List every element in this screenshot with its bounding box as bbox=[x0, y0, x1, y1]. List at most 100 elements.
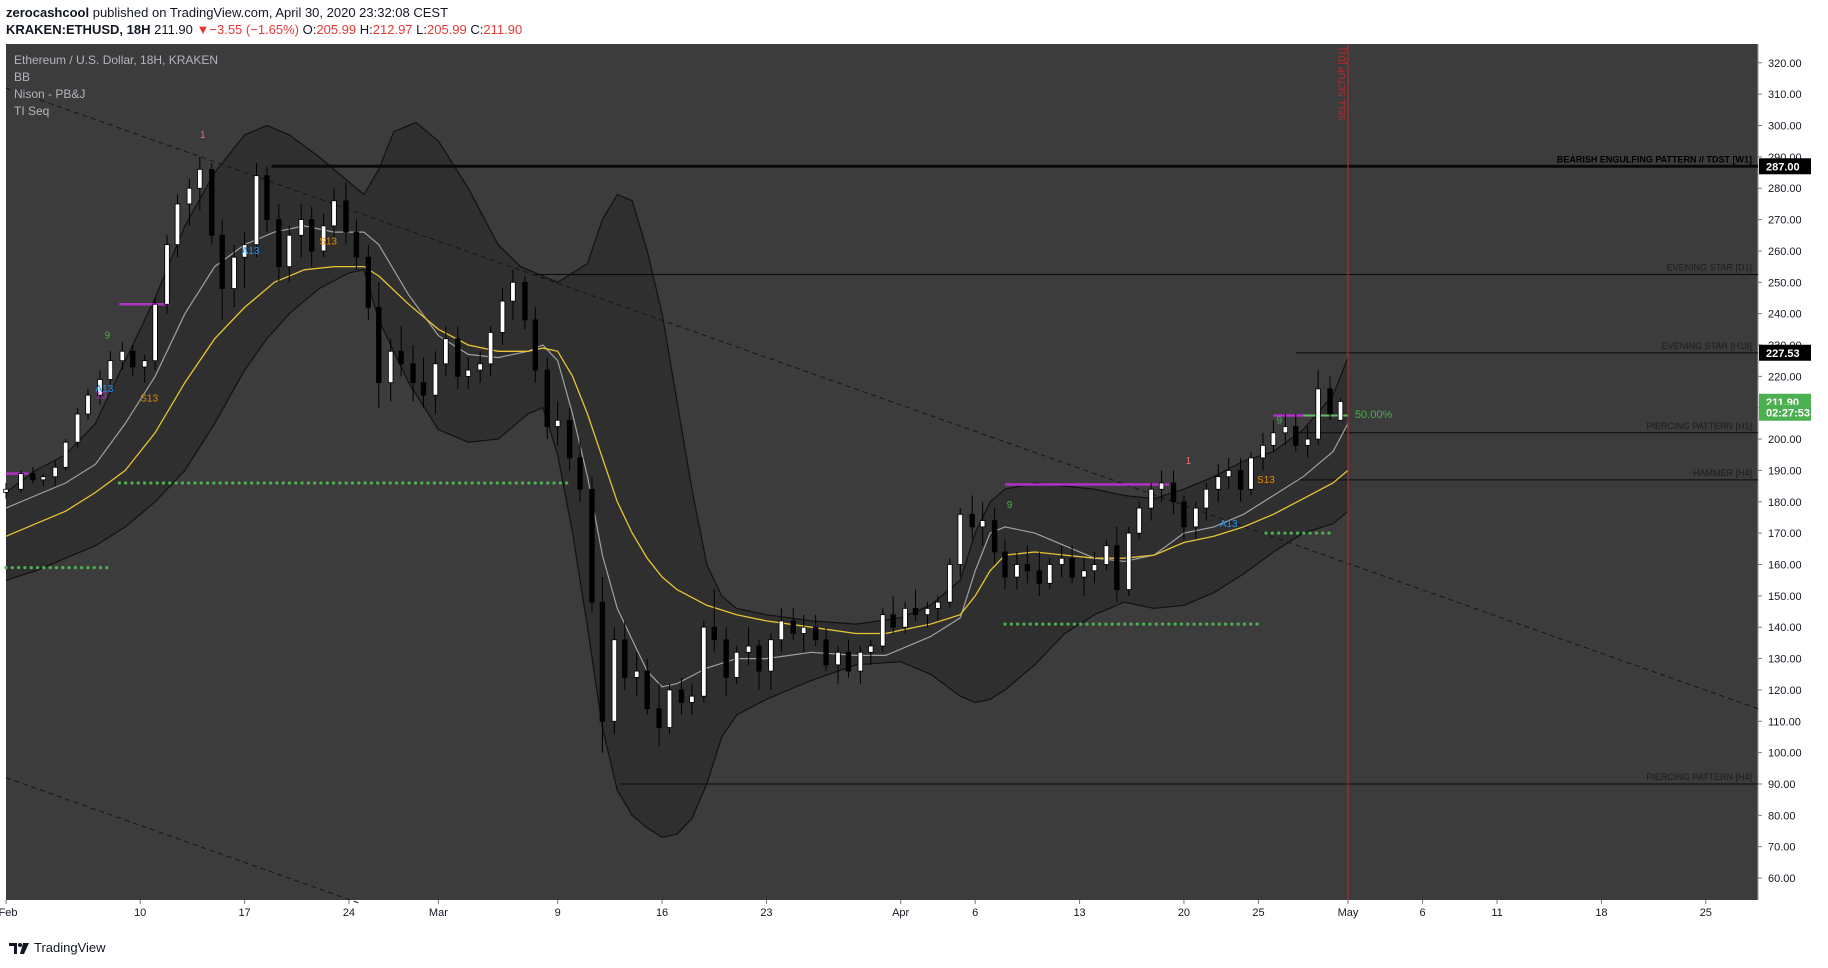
candle-body-91[interactable] bbox=[1024, 564, 1031, 572]
candle-body-8[interactable] bbox=[97, 379, 103, 396]
candle-body-37[interactable] bbox=[420, 382, 427, 396]
candle-body-119[interactable] bbox=[1337, 401, 1344, 421]
candle-body-71[interactable] bbox=[801, 626, 807, 634]
candle-body-39[interactable] bbox=[443, 338, 449, 365]
candle-body-66[interactable] bbox=[745, 645, 752, 653]
candle-body-105[interactable] bbox=[1181, 501, 1187, 528]
candle-body-59[interactable] bbox=[666, 689, 673, 728]
candle-body-4[interactable] bbox=[52, 466, 58, 478]
legend-tiseq[interactable]: TI Seq bbox=[14, 104, 49, 118]
legend-nison[interactable]: Nison - PB&J bbox=[14, 87, 85, 101]
candle-body-87[interactable] bbox=[979, 520, 986, 528]
candle-body-95[interactable] bbox=[1069, 557, 1075, 578]
candle-body-34[interactable] bbox=[387, 350, 394, 384]
candle-body-3[interactable] bbox=[40, 476, 46, 481]
candle-body-78[interactable] bbox=[880, 614, 886, 647]
candle-body-52[interactable] bbox=[589, 488, 595, 603]
candle-body-77[interactable] bbox=[868, 645, 874, 653]
candle-body-27[interactable] bbox=[308, 219, 315, 252]
candle-body-46[interactable] bbox=[522, 281, 528, 321]
candle-body-79[interactable] bbox=[890, 614, 896, 628]
candle-body-32[interactable] bbox=[365, 256, 372, 308]
candle-body-64[interactable] bbox=[723, 639, 729, 678]
candle-body-49[interactable] bbox=[554, 419, 561, 427]
candle-body-103[interactable] bbox=[1158, 482, 1165, 490]
candle-body-16[interactable] bbox=[186, 187, 193, 205]
candle-body-106[interactable] bbox=[1193, 507, 1199, 528]
candle-body-69[interactable] bbox=[778, 620, 785, 641]
candle-body-67[interactable] bbox=[756, 645, 762, 672]
candle-body-100[interactable] bbox=[1126, 532, 1132, 590]
candle-body-17[interactable] bbox=[197, 169, 203, 189]
candle-body-96[interactable] bbox=[1081, 570, 1087, 578]
candle-body-43[interactable] bbox=[487, 332, 494, 365]
candle-body-115[interactable] bbox=[1293, 426, 1299, 446]
candle-body-107[interactable] bbox=[1203, 488, 1210, 509]
candle-body-116[interactable] bbox=[1304, 438, 1311, 446]
candles[interactable] bbox=[3, 156, 1344, 753]
candle-body-54[interactable] bbox=[611, 639, 618, 722]
candle-body-35[interactable] bbox=[398, 350, 404, 365]
candle-body-82[interactable] bbox=[924, 607, 931, 616]
candle-body-97[interactable] bbox=[1091, 564, 1098, 572]
time-axis[interactable] bbox=[0, 900, 1828, 920]
candle-body-60[interactable] bbox=[678, 689, 685, 703]
candle-body-50[interactable] bbox=[566, 419, 573, 459]
candle-body-94[interactable] bbox=[1058, 557, 1065, 565]
candle-body-61[interactable] bbox=[689, 695, 695, 703]
candle-body-112[interactable] bbox=[1260, 444, 1266, 459]
candle-body-21[interactable] bbox=[241, 244, 248, 258]
candle-body-102[interactable] bbox=[1148, 488, 1154, 509]
candle-body-110[interactable] bbox=[1237, 470, 1244, 490]
candle-body-89[interactable] bbox=[1002, 551, 1008, 578]
candle-body-83[interactable] bbox=[935, 601, 941, 609]
candle-body-114[interactable] bbox=[1282, 426, 1289, 434]
candle-body-45[interactable] bbox=[510, 281, 516, 302]
candle-body-20[interactable] bbox=[231, 256, 237, 289]
candle-body-62[interactable] bbox=[701, 626, 707, 697]
candle-body-26[interactable] bbox=[298, 219, 304, 236]
candle-body-51[interactable] bbox=[577, 457, 583, 490]
candle-body-80[interactable] bbox=[902, 607, 908, 628]
candle-body-6[interactable] bbox=[74, 413, 81, 443]
candle-body-48[interactable] bbox=[544, 369, 550, 427]
candle-body-99[interactable] bbox=[1114, 545, 1120, 590]
candle-body-23[interactable] bbox=[264, 175, 270, 220]
candle-body-9[interactable] bbox=[107, 360, 114, 380]
candle-body-76[interactable] bbox=[857, 651, 864, 672]
candle-body-33[interactable] bbox=[376, 306, 382, 384]
candle-body-92[interactable] bbox=[1036, 570, 1043, 584]
candle-body-24[interactable] bbox=[276, 219, 282, 268]
candle-body-84[interactable] bbox=[947, 564, 953, 603]
candle-body-41[interactable] bbox=[465, 369, 471, 377]
candle-body-5[interactable] bbox=[62, 441, 69, 468]
candle-body-22[interactable] bbox=[253, 175, 260, 246]
candle-body-65[interactable] bbox=[733, 651, 740, 678]
candle-body-53[interactable] bbox=[599, 601, 606, 722]
candle-body-74[interactable] bbox=[835, 651, 841, 666]
symbol[interactable]: KRAKEN:ETHUSD, 18H bbox=[6, 22, 151, 37]
candle-body-14[interactable] bbox=[164, 244, 170, 305]
candle-body-31[interactable] bbox=[353, 231, 360, 258]
legend-title[interactable]: Ethereum / U.S. Dollar, 18H, KRAKEN bbox=[14, 53, 218, 67]
candle-body-38[interactable] bbox=[432, 363, 439, 396]
candle-body-12[interactable] bbox=[141, 360, 148, 368]
candle-body-36[interactable] bbox=[410, 363, 416, 384]
candle-body-30[interactable] bbox=[343, 200, 349, 233]
candle-body-19[interactable] bbox=[219, 234, 225, 289]
candle-body-108[interactable] bbox=[1215, 476, 1221, 490]
candle-body-57[interactable] bbox=[644, 670, 650, 710]
candle-body-73[interactable] bbox=[823, 639, 829, 666]
candle-body-70[interactable] bbox=[790, 620, 796, 634]
candle-body-55[interactable] bbox=[622, 639, 628, 678]
candle-body-63[interactable] bbox=[711, 626, 717, 641]
candle-body-68[interactable] bbox=[768, 639, 774, 672]
candle-body-72[interactable] bbox=[812, 626, 819, 641]
candle-body-111[interactable] bbox=[1248, 457, 1254, 490]
candle-body-11[interactable] bbox=[130, 350, 136, 368]
candle-body-81[interactable] bbox=[912, 607, 919, 616]
candle-body-40[interactable] bbox=[455, 338, 461, 377]
candle-body-85[interactable] bbox=[957, 513, 963, 565]
candle-body-104[interactable] bbox=[1170, 482, 1177, 503]
candle-body-15[interactable] bbox=[174, 203, 181, 246]
